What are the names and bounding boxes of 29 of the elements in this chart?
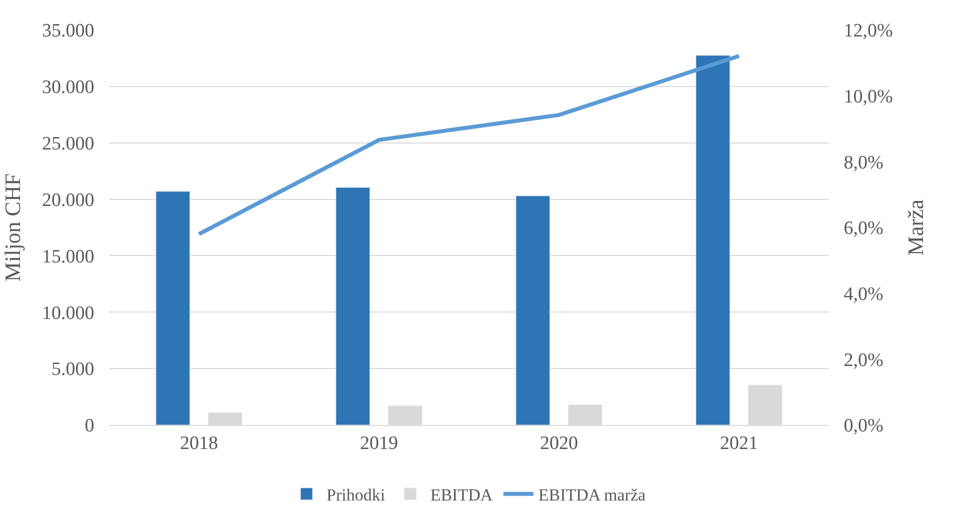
y2-tick-label: 2,0% xyxy=(844,350,884,371)
legend-label: EBITDA xyxy=(430,486,494,505)
y2-tick-label: 6,0% xyxy=(844,218,884,240)
y-axis-title: Miljon CHF xyxy=(0,173,25,282)
y-tick-label: 0 xyxy=(84,416,94,437)
x-tick-label: 2020 xyxy=(540,432,578,454)
y2-tick-label: 8,0% xyxy=(844,152,884,174)
x-tick-label: 2019 xyxy=(360,432,398,454)
y-tick-label: 10.000 xyxy=(42,302,94,324)
x-tick-label: 2021 xyxy=(720,432,758,454)
y2-axis-title: Marža xyxy=(902,199,928,256)
y-tick-label: 35.000 xyxy=(42,20,94,42)
x-tick-label: 2018 xyxy=(180,432,218,454)
bar xyxy=(696,55,730,425)
y2-tick-label: 12,0% xyxy=(844,20,894,42)
bar xyxy=(336,187,370,425)
y2-tick-label: 10,0% xyxy=(844,86,894,108)
y-tick-label: 25.000 xyxy=(42,134,94,155)
bar xyxy=(156,191,190,425)
legend-label: Prihodki xyxy=(326,486,386,505)
y-tick-label: 20.000 xyxy=(42,190,94,211)
line-series xyxy=(197,54,741,236)
y-tick-label: 5.000 xyxy=(51,359,94,380)
y2-tick-label: 0,0% xyxy=(844,416,884,437)
legend-label: EBITDA marža xyxy=(538,486,646,505)
bar xyxy=(516,196,550,425)
y-tick-label: 30.000 xyxy=(42,77,94,98)
y2-tick-label: 4,0% xyxy=(844,284,884,305)
y-tick-label: 15.000 xyxy=(42,246,94,268)
